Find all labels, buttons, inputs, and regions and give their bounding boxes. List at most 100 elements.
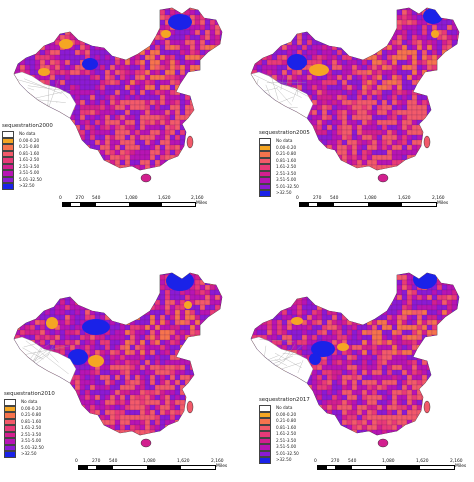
county-cell [84,154,91,161]
county-cell [219,379,222,386]
county-cell [179,419,186,426]
county-cell [371,24,378,31]
county-cell [311,39,318,46]
county-cell [159,399,166,406]
county-cell [210,0,215,5]
county-cell [5,345,10,350]
county-cell [179,364,186,371]
county-cell [311,169,318,170]
county-cell [114,384,121,391]
county-cell [139,279,146,286]
county-cell [134,359,141,366]
county-cell [391,84,398,91]
county-cell [134,109,141,116]
county-cell [179,414,186,421]
county-cell [34,9,41,16]
county-cell [451,49,458,56]
county-cell [109,94,116,101]
county-cell [271,104,278,111]
county-cell [281,9,288,16]
county-cell [242,60,247,65]
county-cell [421,169,428,170]
county-cell [0,300,5,305]
county-cell [331,34,338,41]
map-panel-2005: sequestration2005 No data 0.00-0.20 0.21-0… [237,0,474,241]
county-cell [342,0,347,5]
county-cell [109,339,116,346]
county-cell [179,124,186,131]
county-cell [139,94,146,101]
county-cell [84,404,91,411]
county-cell [139,134,146,141]
county-cell [114,379,121,386]
county-cell [59,8,66,11]
county-cell [242,25,247,30]
county-cell [59,419,66,426]
county-cell [179,374,186,381]
county-cell [84,139,91,146]
county-cell [194,9,201,16]
county-cell [125,265,130,270]
county-cell [134,84,141,91]
county-cell [135,265,140,270]
county-cell [336,34,343,41]
no-data-boundary [253,74,302,98]
county-cell [391,139,398,146]
county-cell [0,385,5,390]
county-cell [311,44,318,51]
county-cell [124,344,131,351]
county-cell [74,159,81,166]
county-cell [79,374,86,381]
county-cell [381,14,388,21]
county-cell [129,344,136,351]
county-cell [341,144,348,151]
county-cell [164,339,171,346]
legend-entry: >32.50 [2,183,53,190]
county-cell [119,304,126,311]
county-cell [139,79,146,86]
county-cell [14,39,21,46]
county-cell [341,9,348,16]
county-cell [100,0,105,5]
county-cell [154,354,161,361]
county-cell [100,265,105,270]
county-cell [441,124,448,131]
county-cell [451,159,458,166]
county-cell [5,315,10,320]
county-cell [219,359,222,366]
county-cell [225,65,230,70]
county-cell [416,8,423,11]
county-cell [134,434,141,435]
county-cell [39,34,46,41]
county-cell [154,14,161,21]
county-cell [199,124,206,131]
county-cell [426,49,433,56]
county-cell [391,129,398,136]
county-cell [54,154,61,161]
county-cell [291,29,298,36]
county-cell [119,273,126,276]
county-cell [251,14,258,21]
county-cell [184,169,191,170]
county-cell [129,109,136,116]
county-cell [119,369,126,376]
county-cell [214,119,221,126]
county-cell [237,160,242,165]
county-cell [306,39,313,46]
county-cell [316,149,323,156]
county-cell [64,324,71,331]
county-cell [74,374,81,381]
county-cell [242,95,247,100]
county-cell [225,20,230,25]
county-cell [366,104,373,111]
county-cell [214,369,221,376]
county-cell [416,19,423,26]
legend-swatch [2,131,14,138]
county-cell [19,24,26,31]
county-cell [184,344,191,351]
county-cell [134,154,141,161]
county-cell [331,99,338,106]
county-cell [114,309,121,316]
county-cell [376,14,383,21]
county-cell [124,364,131,371]
